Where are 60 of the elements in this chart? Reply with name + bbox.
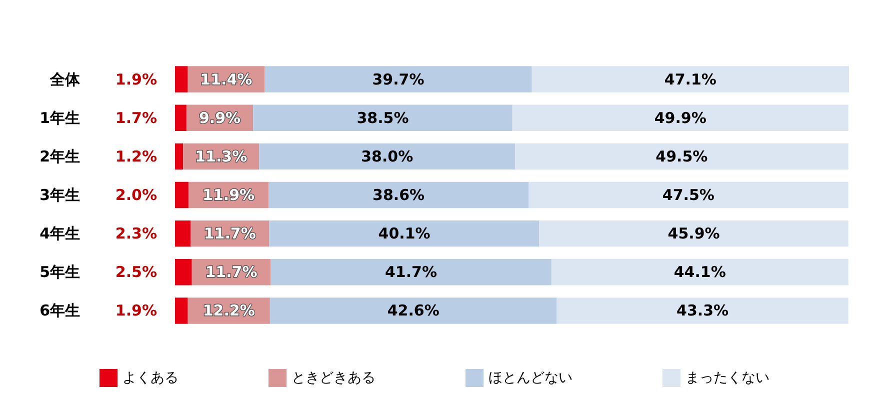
y-tick-label: 6年生 <box>40 302 80 320</box>
bar <box>175 104 186 131</box>
legend-label: ときどきある <box>292 370 376 386</box>
data-label: 1.2% <box>115 147 157 166</box>
legend-label: まったくない <box>686 370 770 386</box>
bar <box>175 182 188 208</box>
data-label: 12.2% <box>202 302 255 320</box>
data-label: 49.5% <box>656 147 708 166</box>
bar <box>270 298 557 324</box>
data-label: 1.9% <box>115 70 157 88</box>
bar <box>175 298 188 324</box>
data-label: 49.9% <box>654 108 706 127</box>
data-label: 38.5% <box>356 108 409 127</box>
data-label: 42.6% <box>387 302 440 320</box>
y-tick-label: 1年生 <box>40 108 80 127</box>
bar <box>253 104 512 131</box>
legend-label: よくある <box>122 370 178 386</box>
data-label: 2.5% <box>115 263 157 282</box>
bar <box>515 143 848 170</box>
data-label: 1.7% <box>115 108 157 127</box>
bar <box>259 143 516 170</box>
data-label: 41.7% <box>384 263 438 282</box>
y-tick-label: 全体 <box>49 70 81 88</box>
y-tick-label: 5年生 <box>40 263 80 282</box>
data-label: 11.9% <box>202 186 255 204</box>
bar <box>528 182 848 208</box>
bar <box>264 66 532 92</box>
bar <box>532 66 849 92</box>
bar <box>175 220 190 247</box>
data-label: 43.3% <box>676 302 729 320</box>
data-label: 2.3% <box>115 224 157 243</box>
data-label: 1.9% <box>115 302 157 320</box>
bar <box>175 66 188 92</box>
data-label: 9.9% <box>198 108 241 127</box>
data-label: 11.3% <box>195 147 248 166</box>
y-tick-label: 2年生 <box>40 147 80 166</box>
data-label: 38.0% <box>361 147 414 166</box>
data-label: 39.7% <box>372 70 424 88</box>
y-tick-label: 3年生 <box>40 186 80 204</box>
bar <box>268 182 528 208</box>
bar <box>175 259 192 286</box>
data-label: 47.1% <box>664 70 716 88</box>
data-label: 2.0% <box>115 186 157 204</box>
data-label: 38.6% <box>372 186 425 204</box>
bar <box>539 220 848 247</box>
data-label: 40.1% <box>378 224 430 243</box>
data-label: 47.5% <box>662 186 714 204</box>
bar <box>556 298 848 324</box>
legend-label: ほとんどない <box>488 370 572 386</box>
bar <box>512 104 848 131</box>
y-tick-label: 4年生 <box>40 224 80 243</box>
bar <box>270 259 552 286</box>
data-label: 45.9% <box>668 224 720 243</box>
bar <box>269 220 540 247</box>
bar <box>551 259 848 286</box>
data-label: 11.4% <box>200 70 252 88</box>
data-label: 44.1% <box>674 263 726 282</box>
data-label: 11.7% <box>204 224 256 243</box>
data-label: 11.7% <box>205 263 258 282</box>
bar <box>175 143 184 170</box>
